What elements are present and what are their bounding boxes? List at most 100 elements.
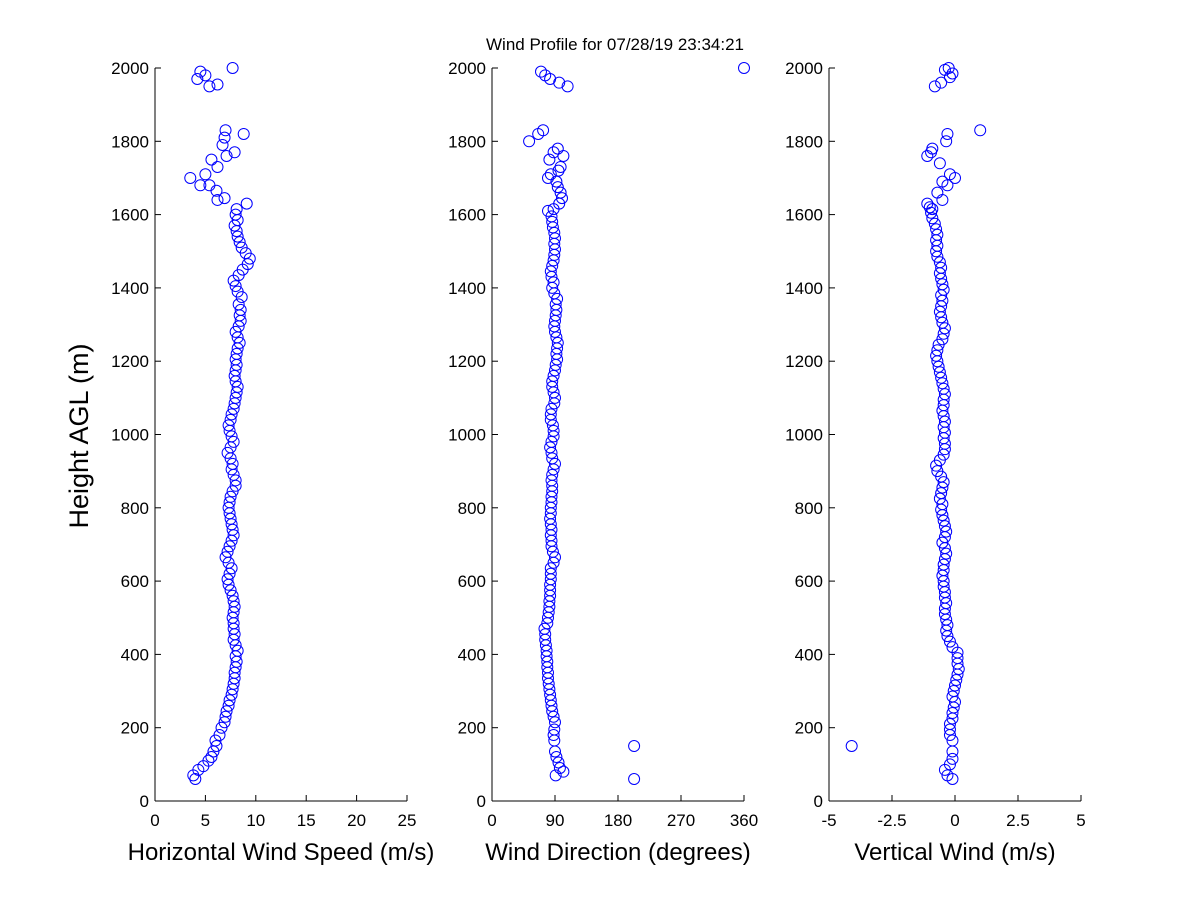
data-point: [229, 208, 242, 221]
data-point: [553, 762, 566, 775]
data-point: [937, 283, 950, 296]
data-point: [532, 127, 545, 140]
y-tick-label: 1000: [448, 426, 486, 445]
data-point: [226, 62, 239, 74]
data-point: [943, 758, 956, 771]
data-point: [227, 595, 240, 608]
data-point: [226, 589, 239, 602]
data-point: [542, 171, 554, 184]
data-point: [237, 127, 250, 140]
x-tick-label: 25: [398, 811, 417, 830]
data-point: [547, 276, 560, 289]
data-point: [220, 149, 233, 162]
data-point: [225, 408, 238, 421]
data-point: [211, 160, 224, 173]
data-point: [938, 322, 951, 335]
data-point: [940, 547, 953, 560]
data-point: [184, 171, 197, 184]
data-point: [549, 716, 561, 729]
data-point: [544, 408, 557, 421]
data-point: [232, 298, 245, 311]
data-point: [218, 192, 231, 205]
y-tick-label: 1600: [448, 206, 486, 225]
data-point: [946, 690, 959, 703]
y-tick-label: 1600: [111, 206, 149, 225]
data-point: [550, 751, 563, 764]
data-point: [628, 773, 641, 786]
data-point: [628, 740, 641, 753]
y-tick-label: 1800: [785, 132, 823, 151]
data-point: [544, 567, 557, 580]
data-point: [194, 179, 207, 192]
data-point: [229, 474, 242, 487]
data-point: [949, 679, 961, 692]
x-axis-label: Horizontal Wind Speed (m/s): [128, 839, 435, 866]
data-point: [229, 280, 242, 293]
data-point: [950, 674, 963, 687]
data-point: [231, 285, 244, 298]
data-point: [202, 754, 215, 767]
y-tick-label: 1800: [448, 132, 486, 151]
data-point: [211, 78, 224, 91]
x-tick-label: 0: [487, 811, 496, 830]
data-point: [523, 135, 536, 148]
data-point: [216, 138, 229, 151]
data-point: [224, 413, 237, 426]
data-point: [224, 584, 237, 597]
data-point: [941, 619, 954, 632]
data-point: [923, 201, 936, 214]
x-axis-label: Wind Direction (degrees): [485, 839, 750, 866]
y-tick-label: 1200: [448, 352, 486, 371]
data-point: [233, 336, 246, 349]
data-point: [222, 699, 235, 712]
data-point: [220, 705, 233, 718]
data-point: [946, 707, 959, 720]
data-point: [552, 164, 565, 177]
x-tick-label: 20: [347, 811, 366, 830]
data-point: [213, 729, 226, 742]
data-point: [547, 424, 560, 437]
x-tick-label: 270: [667, 811, 695, 830]
data-point: [544, 72, 557, 85]
data-point: [219, 710, 232, 723]
data-point: [551, 142, 564, 155]
y-tick-label: 200: [458, 719, 486, 738]
y-tick-label: 1600: [785, 206, 823, 225]
y-tick-label: 800: [458, 499, 486, 518]
data-point: [933, 256, 946, 269]
data-point: [223, 496, 236, 509]
y-tick-label: 1400: [785, 279, 823, 298]
data-point: [931, 228, 944, 241]
data-point: [845, 740, 858, 753]
x-tick-label: -2.5: [877, 811, 906, 830]
data-point: [551, 181, 564, 194]
data-point: [219, 551, 232, 564]
data-point: [935, 371, 948, 384]
data-point: [231, 380, 244, 393]
data-point: [222, 419, 235, 432]
data-point: [936, 278, 949, 291]
x-tick-label: 180: [604, 811, 632, 830]
data-point: [221, 573, 234, 586]
y-tick-label: 1000: [111, 426, 149, 445]
horizontal-wind-speed-panel: 0 200 400 600 800 1000 1200 1400 1600 1800 2000 0 5 1…: [111, 59, 434, 866]
data-point: [219, 124, 232, 137]
data-point: [547, 729, 560, 742]
data-point: [947, 685, 960, 698]
data-point: [943, 635, 956, 648]
data-point: [218, 131, 231, 144]
y-tick-label: 0: [814, 792, 823, 811]
x-tick-label: 15: [297, 811, 316, 830]
data-point: [928, 217, 941, 230]
data-point: [543, 153, 556, 166]
data-point: [926, 142, 939, 155]
chart-title: Wind Profile for 07/28/19 23:34:21: [486, 35, 744, 54]
data-point: [545, 402, 558, 415]
x-tick-label: 0: [150, 811, 159, 830]
data-point: [946, 745, 959, 758]
data-point: [938, 520, 951, 533]
data-point: [549, 551, 561, 564]
y-tick-label: 400: [121, 645, 149, 664]
data-point: [556, 192, 568, 205]
data-point: [215, 721, 228, 734]
